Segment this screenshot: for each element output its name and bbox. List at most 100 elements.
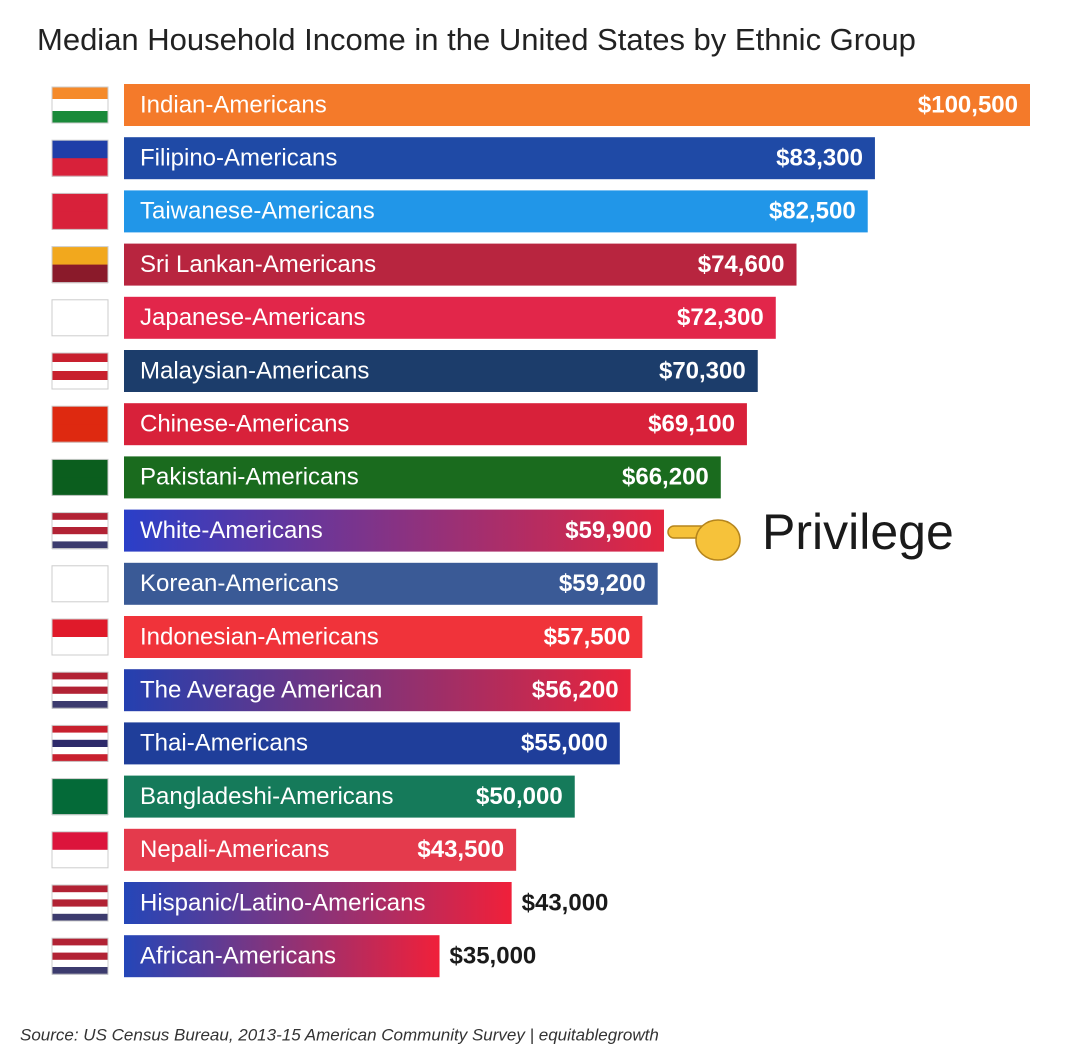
flag-stripe <box>52 534 108 542</box>
flag-stripe <box>52 193 108 212</box>
bar <box>124 243 797 286</box>
value-label: $69,100 <box>648 411 735 438</box>
flag-stripe <box>52 353 108 363</box>
flag-stripe <box>52 158 108 177</box>
flag-stripe <box>52 637 108 656</box>
flag-stripe <box>52 512 108 521</box>
flag-stripe <box>52 732 108 741</box>
flag-border <box>51 671 109 709</box>
value-label: $59,200 <box>559 570 646 597</box>
flag-stripe <box>52 424 108 443</box>
flag-border <box>51 246 109 284</box>
flag-stripe <box>52 583 108 603</box>
flag-stripe <box>52 693 108 702</box>
flag-stripe <box>52 701 108 709</box>
flag-stripe <box>52 99 108 112</box>
value-label: $59,900 <box>565 517 652 544</box>
flag <box>51 778 109 816</box>
category-label: Bangladeshi-Americans <box>140 783 393 810</box>
flag-stripe <box>52 317 108 337</box>
category-label: Indian-Americans <box>140 91 327 118</box>
category-label: African-Americans <box>140 943 336 970</box>
value-label: $55,000 <box>521 730 608 757</box>
category-label: Chinese-Americans <box>140 411 349 438</box>
flag-stripe <box>52 952 108 961</box>
flag <box>51 831 109 869</box>
flag-stripe <box>52 527 108 535</box>
flag <box>51 724 109 762</box>
value-label: $70,300 <box>659 357 746 384</box>
bar <box>124 775 575 818</box>
flag-border <box>51 724 109 762</box>
category-label: The Average American <box>140 677 382 704</box>
flag-stripe <box>52 739 108 748</box>
flag-stripe <box>52 565 108 585</box>
flag-stripe <box>52 967 108 975</box>
flag <box>51 618 109 656</box>
category-label: Malaysian-Americans <box>140 357 369 384</box>
flag-border <box>51 458 109 496</box>
flag-stripe <box>52 754 108 762</box>
bar <box>124 669 631 712</box>
category-label: Indonesian-Americans <box>140 623 379 650</box>
flag <box>51 512 109 550</box>
flag <box>51 299 109 337</box>
bar <box>124 722 620 765</box>
flag-stripe <box>52 885 108 893</box>
value-label: $100,500 <box>918 91 1018 118</box>
bar <box>124 935 440 978</box>
category-label: Hispanic/Latino-Americans <box>140 889 425 916</box>
flag-stripe <box>52 849 108 869</box>
bar <box>124 84 1030 126</box>
value-label: $66,200 <box>622 464 709 491</box>
chart-title: Median Household Income in the United St… <box>37 22 916 57</box>
bar <box>124 296 776 339</box>
flag-stripe <box>52 541 108 550</box>
flag-stripe <box>52 899 108 908</box>
category-label: Korean-Americans <box>140 570 339 597</box>
flag-stripe <box>52 959 108 968</box>
flag-border <box>51 86 109 124</box>
bar <box>124 137 875 180</box>
flag-stripe <box>52 913 108 922</box>
flag-stripe <box>52 140 108 159</box>
flag-stripe <box>52 679 108 688</box>
flag-border <box>51 937 109 975</box>
flag-stripe <box>52 519 108 528</box>
flag-stripe <box>52 938 108 946</box>
flag <box>51 937 109 975</box>
bar <box>124 350 758 392</box>
value-label: $35,000 <box>450 943 537 970</box>
pointing-hand <box>667 519 741 561</box>
bar <box>124 509 664 552</box>
flag-stripe <box>52 945 108 954</box>
flag <box>51 139 109 177</box>
flag-border <box>51 778 109 816</box>
flag-stripe <box>52 477 108 496</box>
flag <box>51 86 109 124</box>
flag-stripe <box>52 362 108 372</box>
value-label: $83,300 <box>776 145 863 172</box>
category-label: Filipino-Americans <box>140 145 337 172</box>
flag-stripe <box>52 371 108 381</box>
source-note: Source: US Census Bureau, 2013-15 Americ… <box>20 1025 659 1044</box>
flag-stripe <box>52 906 108 915</box>
flag-border <box>51 884 109 922</box>
bar <box>124 190 868 233</box>
bar <box>124 403 747 446</box>
bar <box>124 456 721 499</box>
flag-border <box>51 512 109 550</box>
flag-border <box>51 352 109 390</box>
flag-stripe <box>52 380 108 390</box>
flag-stripe <box>52 111 108 124</box>
flag-stripe <box>52 619 108 638</box>
flag-stripe <box>52 246 108 266</box>
flag <box>51 192 109 230</box>
value-label: $74,600 <box>698 251 785 278</box>
category-label: Thai-Americans <box>140 730 308 757</box>
category-label: Pakistani-Americans <box>140 464 359 491</box>
flag-stripe <box>52 778 108 798</box>
flag-stripe <box>52 686 108 695</box>
bar <box>124 882 512 924</box>
